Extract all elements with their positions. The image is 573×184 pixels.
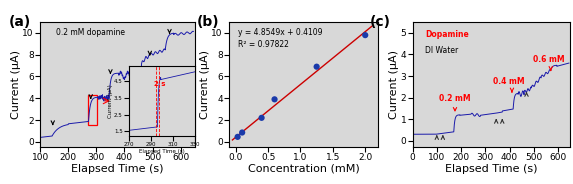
Point bbox=[312, 65, 321, 68]
Y-axis label: Current (μA): Current (μA) bbox=[389, 50, 399, 119]
X-axis label: Elapsed Time (s): Elapsed Time (s) bbox=[71, 164, 164, 174]
Text: (c): (c) bbox=[370, 15, 391, 29]
Y-axis label: Current (μA): Current (μA) bbox=[108, 84, 112, 118]
Y-axis label: Current (μA): Current (μA) bbox=[11, 50, 21, 119]
Text: DI Water: DI Water bbox=[425, 46, 458, 55]
Text: 0.6 mM: 0.6 mM bbox=[532, 55, 564, 64]
Y-axis label: Current (μA): Current (μA) bbox=[200, 50, 210, 119]
X-axis label: Concentration (mM): Concentration (mM) bbox=[248, 164, 360, 174]
Text: (a): (a) bbox=[9, 15, 32, 29]
Bar bbox=[88, 95, 97, 125]
Text: 0.2 mM dopamine: 0.2 mM dopamine bbox=[56, 28, 124, 37]
X-axis label: Elapsed Time (s): Elapsed Time (s) bbox=[139, 149, 185, 154]
Point bbox=[360, 34, 370, 37]
Text: 0.4 mM: 0.4 mM bbox=[493, 77, 524, 86]
X-axis label: Elapsed Time (s): Elapsed Time (s) bbox=[445, 164, 537, 174]
Text: 2 s: 2 s bbox=[154, 81, 166, 87]
Point bbox=[238, 131, 247, 134]
Text: Dopamine: Dopamine bbox=[425, 30, 469, 39]
Point bbox=[257, 116, 266, 119]
Text: y = 4.8549x + 0.4109
R² = 0.97822: y = 4.8549x + 0.4109 R² = 0.97822 bbox=[238, 28, 323, 49]
Point bbox=[270, 98, 279, 101]
Text: 0.2 mM: 0.2 mM bbox=[439, 94, 471, 103]
Point bbox=[233, 135, 242, 138]
Text: (b): (b) bbox=[197, 15, 219, 29]
